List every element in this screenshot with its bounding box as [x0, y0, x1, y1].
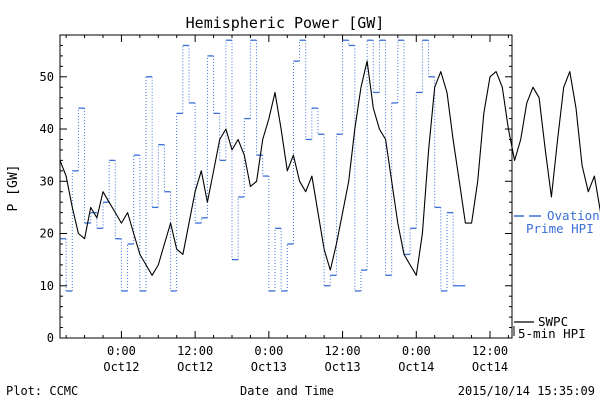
swpc-series: [59, 60, 600, 276]
footer-timestamp: 2015/10/14 15:35:09: [458, 384, 595, 398]
plot-frame: [59, 34, 513, 339]
y-tick-label: 10: [40, 279, 54, 293]
y-tick-label: 30: [40, 174, 54, 188]
x-tick-time-label: 12:00: [472, 344, 508, 358]
x-axis-label: Date and Time: [240, 384, 334, 398]
x-tick-date-label: Oct13: [251, 360, 287, 374]
x-tick-date-label: Oct12: [177, 360, 213, 374]
y-tick-label: 0: [47, 331, 54, 345]
y-tick-label: 40: [40, 122, 54, 136]
legend-swpc-label-2: 5-min HPI: [518, 326, 586, 341]
x-tick-date-label: Oct12: [103, 360, 139, 374]
swpc-line: [59, 60, 600, 276]
ovation-prime-series: [60, 39, 466, 292]
y-tick-label: 20: [40, 227, 54, 241]
x-tick-date-label: Oct13: [325, 360, 361, 374]
x-tick-time-label: 12:00: [177, 344, 213, 358]
y-tick-label: 50: [40, 70, 54, 84]
y-axis-label: P [GW]: [6, 165, 21, 212]
footer-plot-credit: Plot: CCMC: [6, 384, 78, 398]
x-tick-time-label: 0:00: [107, 344, 136, 358]
x-tick-time-label: 0:00: [254, 344, 283, 358]
y-axis-ticks: 0 10 20 30 40 50: [40, 44, 512, 345]
x-tick-time-label: 12:00: [325, 344, 361, 358]
chart-title: Hemispheric Power [GW]: [186, 14, 385, 32]
x-axis-ticks: 0:00 Oct12 12:00 Oct12 0:00 Oct13 12:00 Oct13 0:…: [65, 35, 509, 374]
x-tick-date-label: Oct14: [472, 360, 508, 374]
legend-ovation-label-2: Prime HPI: [526, 221, 594, 236]
legend-swpc-label: SWPC: [538, 314, 568, 329]
x-tick-date-label: Oct14: [398, 360, 434, 374]
x-tick-time-label: 0:00: [402, 344, 431, 358]
legend-ovation-label: Ovation: [547, 208, 600, 223]
